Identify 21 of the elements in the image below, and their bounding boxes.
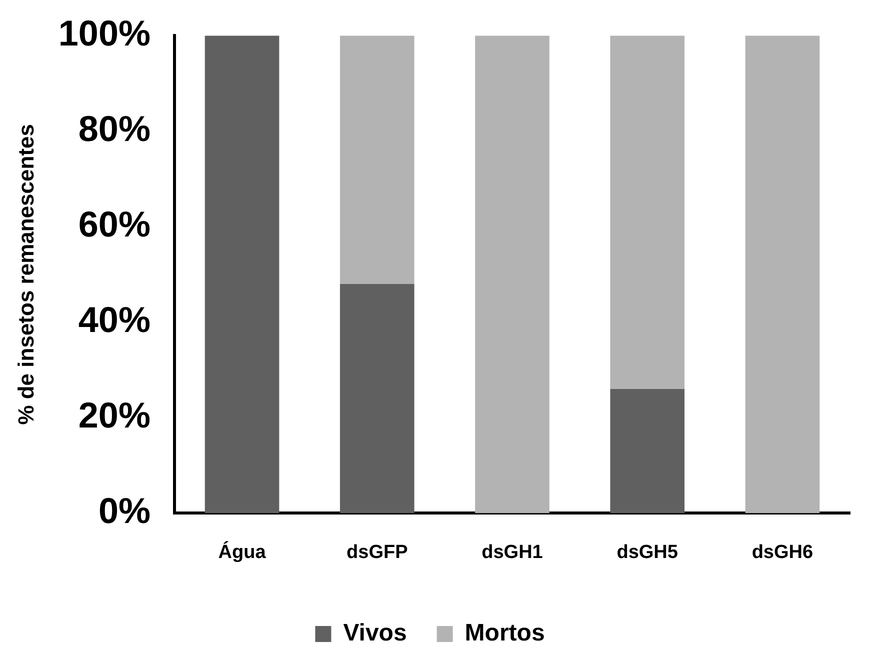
bar	[340, 284, 414, 514]
y-tick-label: 80%	[78, 108, 150, 150]
x-tick-label: dsGH5	[616, 542, 678, 563]
x-tick-label: dsGH1	[482, 542, 544, 563]
x-tick-label: dsGH6	[752, 542, 814, 563]
y-tick-label: 60%	[78, 204, 150, 245]
y-tick-label: 40%	[78, 299, 150, 340]
legend-label: Vivos	[343, 620, 407, 647]
legend-label: Mortos	[464, 620, 545, 647]
bar	[340, 36, 414, 284]
y-tick-label: 100%	[58, 12, 150, 54]
y-tick-label: 0%	[98, 490, 150, 532]
y-axis-title: % de insetos remanescentes	[13, 124, 38, 425]
bar	[204, 36, 280, 514]
y-tick-label: 20%	[78, 394, 150, 436]
x-tick-label: dsGFP	[346, 542, 408, 563]
x-tick-label: Água	[218, 540, 266, 563]
bar	[745, 36, 820, 514]
bar	[610, 389, 684, 514]
bar	[475, 36, 550, 514]
bar	[610, 36, 684, 390]
